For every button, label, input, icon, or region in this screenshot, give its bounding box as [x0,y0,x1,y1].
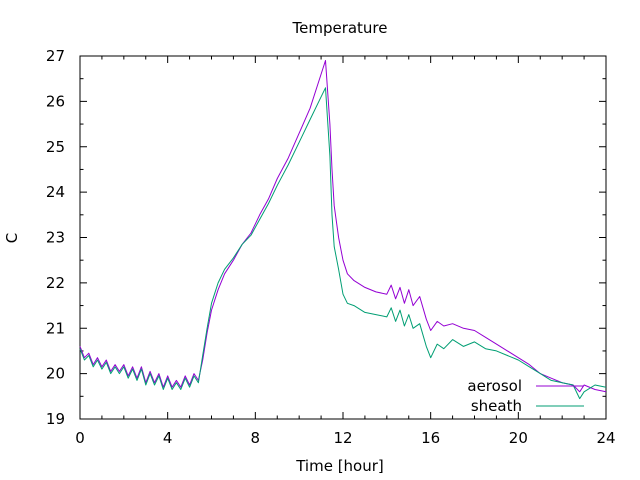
x-tick-label: 16 [421,429,440,447]
y-tick-label: 26 [46,92,65,110]
x-tick-label: 24 [596,429,615,447]
series-line-aerosol [79,60,607,393]
series-line-sheath [79,87,607,400]
y-tick-label: 21 [46,319,65,337]
x-tick-label: 4 [163,429,173,447]
y-tick-label: 25 [46,138,65,156]
plot-area: 0 4 8 12 16 20 24 19 20 21 22 23 24 25 26 27 aerosol shea… [46,47,616,447]
chart-title: Temperature [291,19,387,37]
y-tick-label: 23 [46,229,65,247]
y-tick-label: 19 [46,410,65,428]
y-tick-label: 22 [46,274,65,292]
x-axis-label: Time [hour] [295,457,384,475]
y-axis-label: C [3,233,21,243]
y-tick-label: 24 [46,183,65,201]
x-tick-label: 0 [75,429,85,447]
plot-frame [79,55,607,420]
legend-label-aerosol: aerosol [467,377,522,395]
y-tick-label: 20 [46,365,65,383]
legend-label-sheath: sheath [471,397,522,415]
y-tick-label: 27 [46,47,65,65]
x-tick-label: 20 [509,429,528,447]
x-tick-label: 8 [251,429,261,447]
x-tick-label: 12 [333,429,352,447]
